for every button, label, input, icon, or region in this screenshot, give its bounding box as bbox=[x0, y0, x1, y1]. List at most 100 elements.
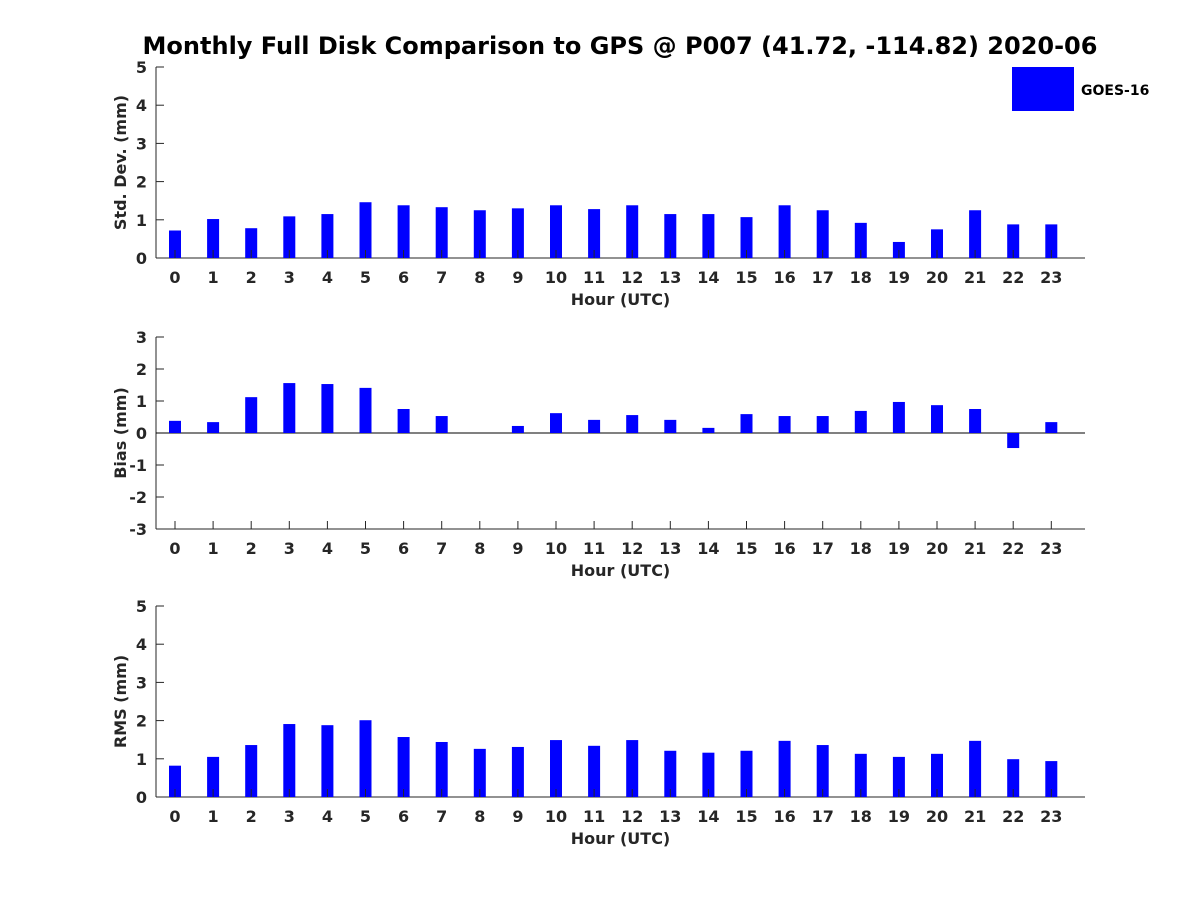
legend-swatch-goes16 bbox=[1012, 67, 1074, 111]
bias-x-tick-label: 12 bbox=[621, 539, 643, 558]
bias-x-tick-label: 19 bbox=[888, 539, 910, 558]
rms-x-tick-label: 12 bbox=[621, 807, 643, 826]
rms-bar-hour-19 bbox=[892, 756, 905, 797]
bias-x-tick-label: 7 bbox=[436, 539, 447, 558]
rms-x-tick-label: 6 bbox=[398, 807, 409, 826]
rms-x-axis-label: Hour (UTC) bbox=[571, 829, 671, 848]
std-bar-hour-19 bbox=[892, 241, 905, 258]
std-x-tick-label: 15 bbox=[735, 268, 757, 287]
std-bar-hour-16 bbox=[778, 205, 791, 258]
bias-bar-hour-5 bbox=[359, 387, 372, 433]
std-bar-hour-17 bbox=[816, 210, 829, 258]
std-bar-hour-2 bbox=[245, 228, 258, 258]
std-bar-hour-15 bbox=[740, 217, 753, 258]
rms-x-tick-label: 9 bbox=[512, 807, 523, 826]
std-bar-hour-4 bbox=[321, 214, 334, 258]
bias-x-axis-label: Hour (UTC) bbox=[571, 561, 671, 580]
rms-x-tick-label: 10 bbox=[545, 807, 567, 826]
std-x-tick-label: 23 bbox=[1040, 268, 1062, 287]
rms-x-tick-label: 16 bbox=[773, 807, 795, 826]
std-x-tick-label: 9 bbox=[512, 268, 523, 287]
bias-x-tick-label: 4 bbox=[322, 539, 333, 558]
bias-x-tick-label: 9 bbox=[512, 539, 523, 558]
std-bar-hour-8 bbox=[473, 210, 486, 258]
bias-x-tick-label: 17 bbox=[812, 539, 834, 558]
rms-bar-hour-7 bbox=[435, 741, 448, 797]
bias-bar-hour-10 bbox=[550, 413, 562, 433]
bias-bar-hour-23 bbox=[1045, 422, 1058, 433]
rms-bar-hour-20 bbox=[931, 753, 943, 797]
std-x-tick-label: 8 bbox=[474, 268, 485, 287]
std-bar-hour-6 bbox=[397, 205, 410, 258]
std-y-tick-label: 3 bbox=[136, 134, 147, 153]
bias-bar-hour-4 bbox=[321, 384, 334, 433]
bias-x-tick-label: 20 bbox=[926, 539, 948, 558]
rms-bar-hour-21 bbox=[969, 740, 982, 797]
std-x-tick-label: 6 bbox=[398, 268, 409, 287]
rms-bar-hour-8 bbox=[473, 748, 486, 797]
bias-bar-hour-15 bbox=[740, 414, 753, 433]
rms-bar-hour-4 bbox=[321, 725, 334, 797]
std-x-tick-label: 3 bbox=[284, 268, 295, 287]
bias-bar-hour-11 bbox=[588, 419, 601, 433]
bias-x-tick-label: 21 bbox=[964, 539, 986, 558]
rms-bar-hour-11 bbox=[588, 745, 601, 797]
rms-bar-hour-6 bbox=[397, 737, 410, 797]
rms-y-tick-label: 0 bbox=[136, 788, 147, 807]
std-y-tick-label: 1 bbox=[136, 211, 147, 230]
std-bar-hour-22 bbox=[1007, 224, 1020, 258]
rms-x-tick-label: 14 bbox=[697, 807, 719, 826]
rms-x-tick-label: 7 bbox=[436, 807, 447, 826]
bias-bar-hour-16 bbox=[778, 416, 791, 433]
bias-x-tick-label: 13 bbox=[659, 539, 681, 558]
std-x-tick-label: 17 bbox=[812, 268, 834, 287]
bias-x-tick-label: 8 bbox=[474, 539, 485, 558]
std-bar-hour-11 bbox=[588, 209, 601, 258]
std-x-tick-label: 10 bbox=[545, 268, 567, 287]
rms-bar-hour-15 bbox=[740, 750, 753, 797]
rms-bar-hour-16 bbox=[778, 740, 791, 797]
bias-y-axis-label: Bias (mm) bbox=[111, 387, 130, 479]
rms-y-tick-label: 3 bbox=[136, 673, 147, 692]
rms-bar-hour-23 bbox=[1045, 761, 1058, 797]
rms-bar-hour-12 bbox=[626, 740, 639, 797]
rms-bar-hour-17 bbox=[816, 745, 829, 797]
rms-x-tick-label: 0 bbox=[169, 807, 180, 826]
std-bar-hour-3 bbox=[283, 216, 296, 258]
bias-y-tick-label: -2 bbox=[129, 488, 147, 507]
bias-bar-hour-2 bbox=[245, 397, 258, 433]
rms-x-tick-label: 20 bbox=[926, 807, 948, 826]
std-x-tick-label: 13 bbox=[659, 268, 681, 287]
rms-x-tick-label: 19 bbox=[888, 807, 910, 826]
rms-bar-hour-18 bbox=[854, 753, 867, 797]
std-bar-hour-5 bbox=[359, 202, 372, 258]
bias-y-tick-label: 1 bbox=[136, 392, 147, 411]
bias-bar-hour-17 bbox=[816, 416, 829, 433]
bias-bar-hour-21 bbox=[969, 409, 982, 433]
rms-bar-hour-0 bbox=[169, 765, 181, 797]
bias-y-tick-label: -1 bbox=[129, 456, 147, 475]
std-y-tick-label: 4 bbox=[136, 96, 147, 115]
std-bar-hour-7 bbox=[435, 207, 448, 258]
bias-bar-hour-7 bbox=[435, 416, 448, 433]
std-bar-hour-12 bbox=[626, 205, 639, 258]
bias-x-tick-label: 14 bbox=[697, 539, 719, 558]
std-bar-hour-18 bbox=[854, 222, 867, 258]
rms-x-tick-label: 5 bbox=[360, 807, 371, 826]
rms-x-tick-label: 1 bbox=[208, 807, 219, 826]
rms-y-tick-label: 1 bbox=[136, 750, 147, 769]
bias-bar-hour-0 bbox=[169, 420, 181, 433]
std-x-tick-label: 2 bbox=[246, 268, 257, 287]
bias-y-tick-label: 2 bbox=[136, 360, 147, 379]
legend: GOES-16 bbox=[1012, 67, 1149, 111]
rms-x-tick-label: 23 bbox=[1040, 807, 1062, 826]
std-bar-hour-1 bbox=[207, 219, 220, 258]
bias-y-tick-label: 0 bbox=[136, 424, 147, 443]
rms-x-tick-label: 2 bbox=[246, 807, 257, 826]
rms-y-axis-label: RMS (mm) bbox=[111, 655, 130, 748]
rms-x-tick-label: 15 bbox=[735, 807, 757, 826]
rms-y-tick-label: 2 bbox=[136, 712, 147, 731]
